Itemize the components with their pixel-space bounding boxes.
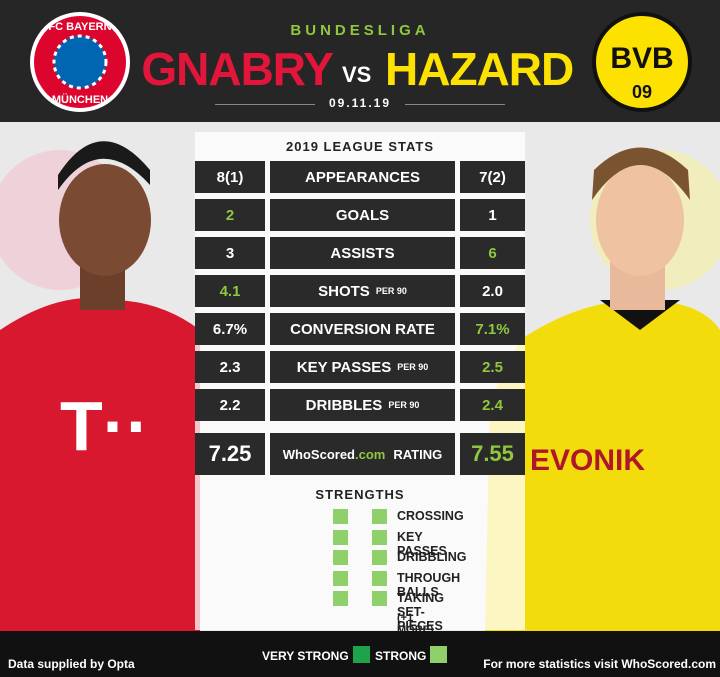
value-right: 7.1% [460,313,525,345]
player-left: GNABRY [141,43,334,95]
rule [405,104,505,105]
rating-label: WhoScored .com RATING [270,433,455,475]
strengths-title: STRENGTHS [315,487,405,502]
brand: WhoScored [282,446,355,462]
stat-label: APPEARANCES [270,161,455,193]
value-left: 2.2 [195,389,265,421]
strength-label: TAKING SET-PIECES [397,591,444,633]
label: APPEARANCES [304,168,421,186]
legend-label: STRONG [375,649,427,663]
value-left: 6.7% [195,313,265,345]
stat-label: DRIBBLES PER 90 [270,389,455,421]
value-right: 7(2) [460,161,525,193]
rule [215,104,315,105]
vs: VS [342,62,372,87]
strength-box [333,529,348,545]
brand-suffix: .com [355,446,386,462]
strength-box [372,509,387,524]
value-left: 3 [195,237,265,269]
label: DRIBBLES [305,396,383,414]
stat-label: KEY PASSES PER 90 [270,351,455,383]
strength-box [333,550,348,565]
source: Data supplied by Opta [8,657,135,671]
stats-title: 2019 LEAGUE STATS [286,139,434,154]
strength-box [372,570,387,586]
date: 09.11.19 [328,96,392,110]
value-right: 6 [460,237,525,269]
label: RATING [393,446,443,462]
rating-left: 7.25 [195,433,265,475]
strength-box [333,509,348,524]
suffix: PER 90 [397,362,429,372]
suffix: PER 90 [375,286,407,296]
suffix: PER 90 [388,400,420,410]
value-right: 2.4 [460,389,525,421]
logo-text: FC BAYERN [48,21,111,33]
value-left: 4.1 [195,275,265,307]
rating-right: 7.55 [460,433,525,475]
legend-label: VERY STRONG [262,649,349,663]
strength-box [372,550,387,565]
value-right: 2.5 [460,351,525,383]
strength-label: CROSSING [397,509,464,523]
label: SHOTS [318,282,370,300]
logo-text: BVB [610,42,673,75]
stat-label: GOALS [270,199,455,231]
league: BUNDESLIGA [290,22,430,39]
value-right: 2.0 [460,275,525,307]
stat-label: ASSISTS [270,237,455,269]
more-link: For more statistics visit WhoScored.com [483,657,716,671]
player-right: HAZARD [385,43,574,95]
strength-box [372,591,387,606]
footer: Data supplied by Opta For more statistic… [0,631,720,677]
logo-left: FC BAYERN MÜNCHEN [30,12,130,112]
label: GOALS [335,206,390,224]
logo-text: MÜNCHEN [52,93,108,106]
legend-box [430,646,447,663]
logo-right: BVB 09 [592,12,692,112]
label: CONVERSION RATE [290,320,435,338]
stat-label: SHOTS PER 90 [270,275,455,307]
value-right: 1 [460,199,525,231]
label: KEY PASSES [296,358,392,376]
value-left: 2 [195,199,265,231]
strength-box [333,591,348,606]
strength-box [333,570,348,586]
value-left: 8(1) [195,161,265,193]
strength-label: THROUGH BALLS [397,570,461,599]
strength-label: DRIBBLING [397,550,467,564]
label: ASSISTS [330,244,395,262]
legend-box [353,646,370,663]
strength-label: KEY PASSES [397,529,447,558]
strength-box [372,529,387,545]
stat-label: CONVERSION RATE [270,313,455,345]
svg-text:T··: T·· [60,387,149,465]
value-left: 2.3 [195,351,265,383]
svg-text:EVONIK: EVONIK [530,444,645,477]
logo-text: 09 [632,82,652,102]
